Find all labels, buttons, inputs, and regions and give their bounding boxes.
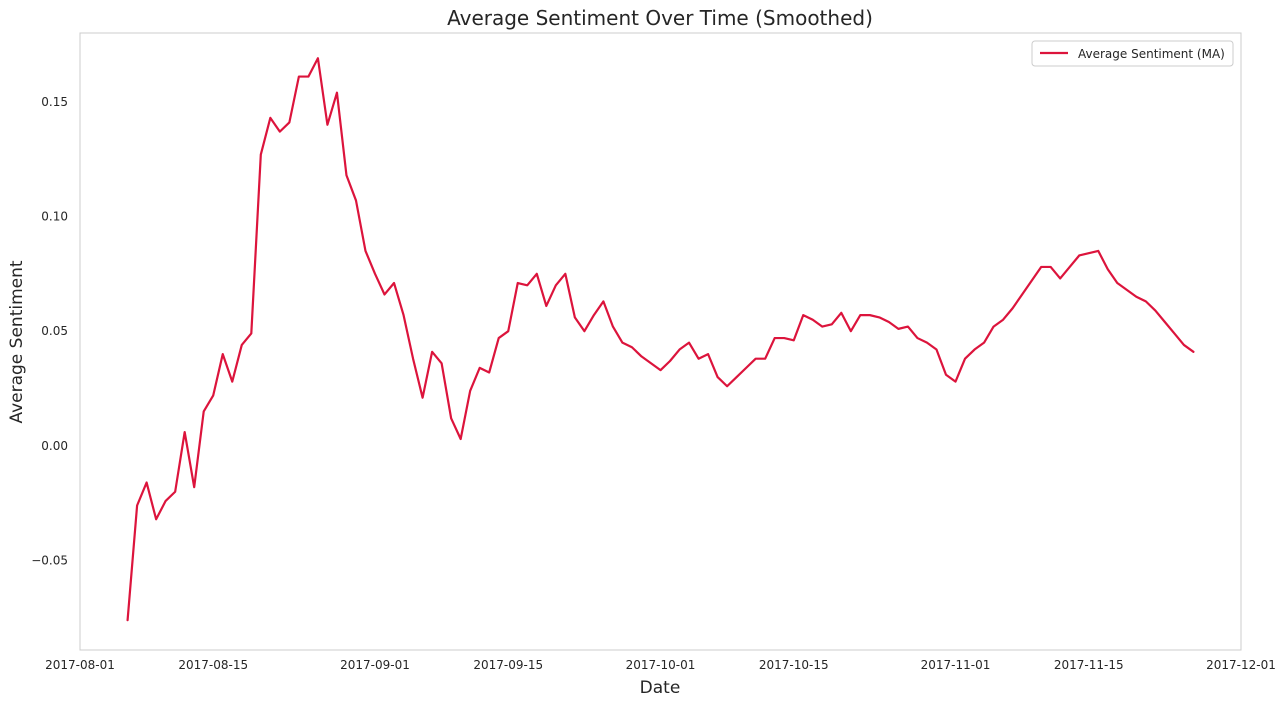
y-tick-label: 0.10 (41, 209, 68, 223)
y-tick-label: 0.05 (41, 324, 68, 338)
plot-area (79, 32, 1242, 651)
x-tick-label: 2017-10-01 (626, 658, 696, 672)
x-tick-label: 2017-10-15 (759, 658, 829, 672)
x-tick-label: 2017-08-01 (45, 658, 115, 672)
legend-label: Average Sentiment (MA) (1078, 47, 1225, 61)
y-tick-labels: −0.05 0.00 0.05 0.10 0.15 (31, 95, 68, 568)
x-tick-label: 2017-09-01 (340, 658, 410, 672)
x-axis-label: Date (640, 678, 681, 698)
legend-box (1031, 40, 1234, 67)
y-tick-label: −0.05 (31, 554, 68, 568)
y-axis-label: Average Sentiment (7, 260, 27, 423)
series-line-average-sentiment (126, 57, 1195, 622)
x-tick-label: 2017-09-15 (473, 658, 543, 672)
x-tick-labels: 2017-08-01 2017-08-15 2017-09-01 2017-09-15… (45, 658, 1276, 672)
y-tick-label: 0.00 (41, 439, 68, 453)
x-tick-label: 2017-11-15 (1054, 658, 1124, 672)
x-tick-label: 2017-11-01 (921, 658, 991, 672)
legend: Average Sentiment (MA) (1031, 40, 1234, 67)
x-tick-label: 2017-08-15 (178, 658, 248, 672)
x-tick-label: 2017-12-01 (1206, 658, 1276, 672)
y-tick-label: 0.15 (41, 95, 68, 109)
chart-title: Average Sentiment Over Time (Smoothed) (447, 6, 873, 30)
